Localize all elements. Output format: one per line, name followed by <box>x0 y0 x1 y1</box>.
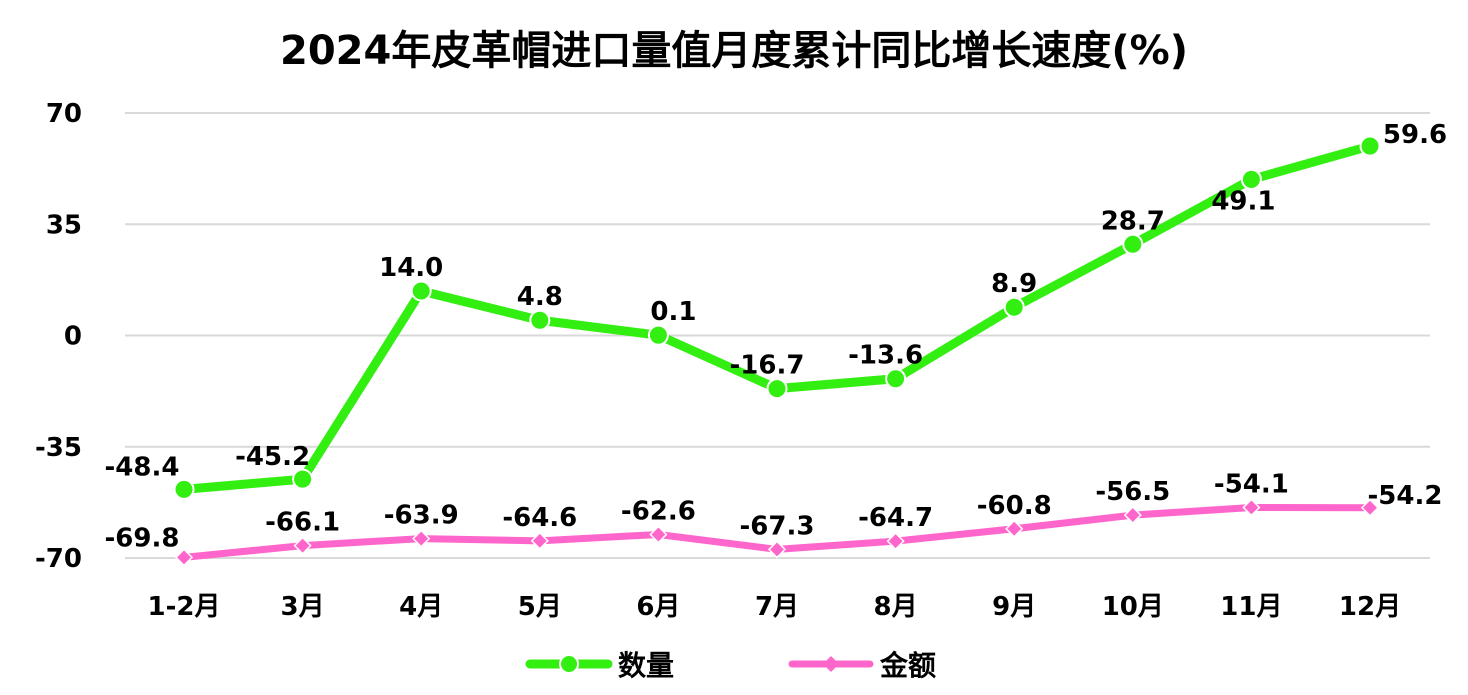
data-point <box>410 280 432 302</box>
data-point <box>293 536 312 555</box>
data-point <box>530 531 549 550</box>
y-tick-label: 35 <box>46 210 82 240</box>
data-point <box>885 368 907 390</box>
data-label: -67.3 <box>740 511 815 541</box>
y-tick-label: 0 <box>64 322 82 352</box>
legend-label: 数量 <box>618 649 674 682</box>
data-point <box>1242 498 1261 517</box>
data-point <box>766 378 788 400</box>
x-tick-label: 5月 <box>518 592 562 622</box>
x-tick-label: 9月 <box>992 592 1036 622</box>
data-label: -56.5 <box>1095 477 1170 507</box>
y-tick-label: -70 <box>35 544 82 574</box>
data-point <box>649 525 668 544</box>
data-label: 28.7 <box>1101 206 1165 236</box>
data-point <box>767 540 787 559</box>
x-tick-label: 6月 <box>636 592 680 622</box>
data-label: 0.1 <box>650 297 696 327</box>
data-point <box>1122 233 1144 255</box>
data-point <box>174 548 194 567</box>
data-label: 8.9 <box>991 269 1037 299</box>
data-point <box>647 324 669 346</box>
x-tick-label: 7月 <box>755 592 799 622</box>
data-label: -48.4 <box>105 452 180 482</box>
data-label: 4.8 <box>517 282 563 312</box>
data-point <box>886 532 905 551</box>
y-tick-label: 70 <box>46 99 82 129</box>
legend-marker <box>559 654 579 674</box>
data-point <box>1003 296 1025 318</box>
y-tick-label: -35 <box>35 433 82 463</box>
data-label: -62.6 <box>621 496 696 526</box>
data-point <box>1005 519 1024 538</box>
x-tick-label: 11月 <box>1220 592 1282 622</box>
data-label: -60.8 <box>977 491 1052 521</box>
x-tick-label: 4月 <box>399 592 443 622</box>
data-label: 49.1 <box>1211 186 1275 216</box>
data-point <box>1360 498 1380 517</box>
data-label: -64.7 <box>858 503 933 533</box>
data-point <box>529 309 551 331</box>
data-label: 59.6 <box>1383 120 1447 150</box>
chart-title: 2024年皮革帽进口量值月度累计同比增长速度(%) <box>280 28 1188 74</box>
data-point <box>1123 506 1142 525</box>
x-tick-label: 1-2月 <box>148 592 221 622</box>
x-tick-label: 8月 <box>874 592 918 622</box>
data-label: -69.8 <box>105 523 180 553</box>
data-point <box>173 478 195 500</box>
data-label: -54.1 <box>1214 469 1289 499</box>
legend-marker <box>823 656 839 672</box>
data-label: -16.7 <box>730 351 805 381</box>
data-point <box>1359 135 1381 157</box>
x-tick-label: 3月 <box>281 592 325 622</box>
data-point <box>1240 168 1262 190</box>
data-label: -45.2 <box>235 442 310 472</box>
x-tick-label: 10月 <box>1102 592 1164 622</box>
series-line-quantity <box>179 141 1375 494</box>
data-point <box>412 529 431 548</box>
data-label: -54.2 <box>1368 481 1443 511</box>
data-label: -63.9 <box>384 501 459 531</box>
data-label: -64.6 <box>502 503 577 533</box>
data-label: 14.0 <box>379 253 443 283</box>
data-label: -66.1 <box>265 508 340 538</box>
x-tick-label: 12月 <box>1339 592 1401 622</box>
data-point <box>292 468 314 490</box>
data-label: -13.6 <box>848 341 923 371</box>
legend-label: 金额 <box>879 649 936 682</box>
